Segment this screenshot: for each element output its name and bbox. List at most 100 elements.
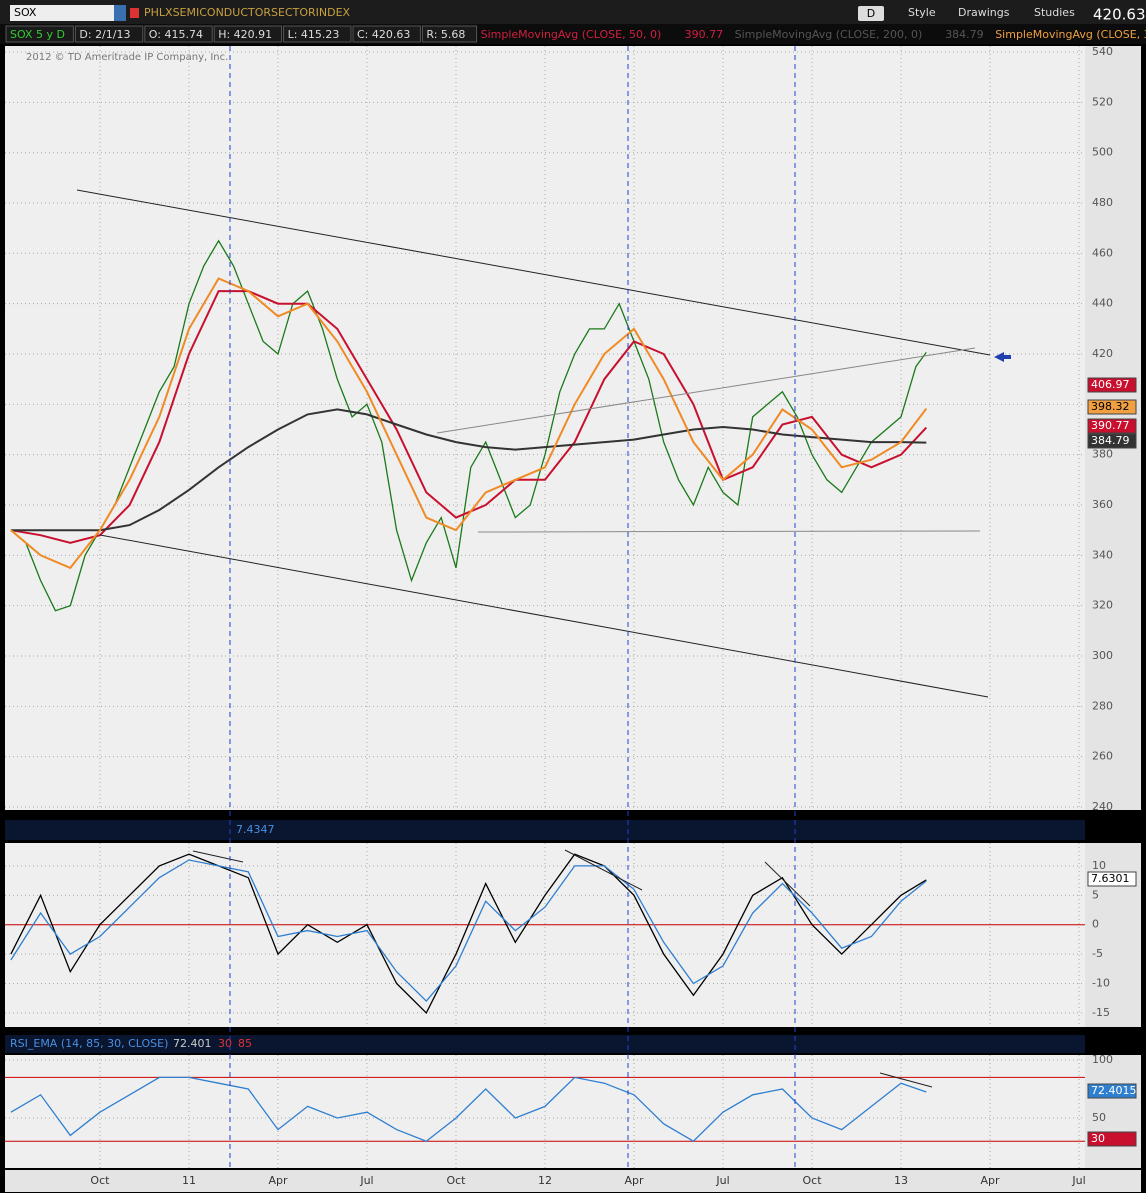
study-value: 7.4347	[236, 823, 275, 836]
info-item: C: 420.63	[357, 28, 410, 41]
value-tag-text: 390.77	[1091, 419, 1130, 432]
info-row: SOX 5 y D D: 2/1/13 O: 415.74 H: 420.91 L: 4…	[5, 25, 1146, 43]
info-item: D: 2/1/13	[79, 28, 130, 41]
macd-header	[5, 820, 1085, 840]
divergence-line	[879, 1072, 933, 1088]
y-tick-label: 500	[1092, 146, 1113, 159]
divergence-line	[564, 849, 643, 891]
y-tick-label: 0	[1092, 918, 1099, 931]
symbol: SOX	[14, 6, 37, 19]
studies-menu[interactable]: Studies	[1034, 6, 1075, 19]
info-item: H: 420.91	[218, 28, 272, 41]
legend-entry: SimpleMovingAvg (CLOSE, 200, 0)	[735, 28, 923, 41]
study-level: 85	[238, 1037, 252, 1050]
x-tick-label: Apr	[981, 1174, 1001, 1187]
study-level: 30	[218, 1037, 232, 1050]
divergence-line	[764, 861, 811, 907]
x-tick-label: 13	[894, 1174, 908, 1187]
symbol-description: PHLXSEMICONDUCTORSECTORINDEX	[144, 6, 351, 19]
info-cell	[283, 25, 352, 43]
y-tick-label: 240	[1092, 800, 1113, 813]
y-tick-label: -5	[1092, 947, 1103, 960]
style-menu[interactable]: Style	[908, 6, 936, 19]
drawings-menu[interactable]: Drawings	[958, 6, 1010, 19]
time-axis	[5, 1170, 1141, 1192]
value-tag-text: 406.97	[1091, 378, 1130, 391]
legend-entry: SimpleMovingAvg (CLOSE, 34, 0)	[995, 28, 1146, 41]
y-tick-label: 300	[1092, 649, 1113, 662]
trend-line	[76, 189, 991, 356]
last-price: 420.63	[1093, 6, 1146, 24]
y-tick-label: 10	[1092, 859, 1106, 872]
y-tick-label: 420	[1092, 347, 1113, 360]
study-value: 72.401	[173, 1037, 212, 1050]
value-tag	[1087, 377, 1137, 393]
x-tick-label: Apr	[268, 1174, 288, 1187]
x-tick-label: 11	[182, 1174, 196, 1187]
x-tick-label: Apr	[624, 1174, 644, 1187]
series-line	[10, 853, 927, 1014]
y-tick-label: 380	[1092, 448, 1113, 461]
y-tick-label: 260	[1092, 750, 1113, 763]
symbol-icon	[130, 8, 139, 18]
x-tick-label: Jul	[715, 1174, 729, 1187]
info-cell	[144, 25, 213, 43]
y-tick-label: 5	[1092, 888, 1099, 901]
legend-entry: SimpleMovingAvg (CLOSE, 50, 0)	[481, 28, 662, 41]
x-tick-label: 12	[538, 1174, 552, 1187]
trend-line	[99, 534, 989, 698]
toolbar	[0, 0, 1146, 24]
info-item: R: 5.68	[426, 28, 465, 41]
y-tick-label: 460	[1092, 246, 1113, 259]
arrow	[994, 352, 1011, 362]
copyright: 2012 © TD Ameritrade IP Company, Inc.	[26, 52, 228, 63]
value-tag	[1087, 871, 1137, 887]
value-tag-text: 7.6301	[1091, 872, 1130, 885]
value-tag	[1087, 418, 1137, 434]
value-tag	[1087, 399, 1137, 415]
info-item: O: 415.74	[149, 28, 203, 41]
support-line	[477, 530, 981, 533]
info-cell	[74, 25, 144, 43]
symbol-box[interactable]	[10, 5, 114, 21]
legend-value: 384.79	[945, 28, 984, 41]
rsi-header	[5, 1035, 1085, 1053]
value-tag-text: 398.32	[1091, 400, 1130, 413]
series-line	[10, 239, 927, 612]
x-tick-label: Oct	[446, 1174, 466, 1187]
info-cell	[421, 25, 478, 43]
y-tick-label: 320	[1092, 599, 1113, 612]
series-line	[10, 277, 928, 570]
trend-line	[436, 347, 976, 434]
drawings	[76, 46, 1011, 1168]
study-title: RSI_EMA (14, 85, 30, CLOSE)	[10, 1037, 168, 1050]
symbol-dropdown[interactable]	[114, 5, 126, 21]
value-tag	[1087, 1083, 1137, 1099]
x-tick-label: Oct	[803, 1174, 823, 1187]
period-button[interactable]	[858, 6, 884, 21]
rsi-axis	[1085, 1055, 1141, 1168]
price-panel	[5, 46, 1085, 810]
value-tag	[1087, 433, 1137, 449]
info-cell	[5, 25, 74, 43]
y-tick-label: 280	[1092, 699, 1113, 712]
value-tag-text: 30	[1091, 1132, 1105, 1145]
divergence-line	[192, 850, 244, 863]
plots: 2402602803003203403603804004204404604805…	[5, 45, 1113, 1187]
y-tick-label: -15	[1092, 1006, 1110, 1019]
value-tag-text: 384.79	[1091, 434, 1130, 447]
info-cell	[213, 25, 283, 43]
period: D	[867, 7, 875, 20]
series-line	[10, 1076, 927, 1143]
y-tick-label: 540	[1092, 45, 1113, 58]
x-tick-label: Jul	[1071, 1174, 1085, 1187]
y-tick-label: 480	[1092, 196, 1113, 209]
x-tick-label: Oct	[90, 1174, 110, 1187]
series-line	[10, 408, 927, 532]
value-tag-text: 72.4015	[1091, 1084, 1137, 1097]
legend-value: 390.77	[685, 28, 724, 41]
y-tick-label: 440	[1092, 297, 1113, 310]
y-tick-label: -10	[1092, 976, 1110, 989]
y-tick-label: 100	[1092, 1053, 1113, 1066]
